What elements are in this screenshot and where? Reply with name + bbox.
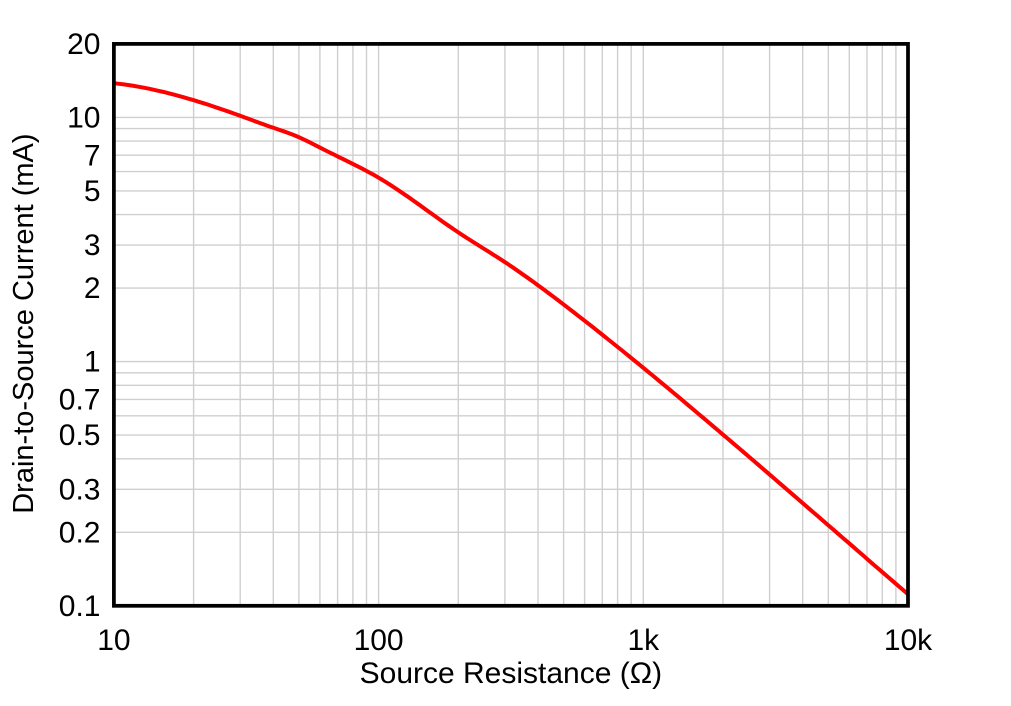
svg-text:0.3: 0.3 [59, 473, 101, 506]
svg-text:Drain-to-Source Current (mA): Drain-to-Source Current (mA) [8, 133, 40, 513]
svg-text:10k: 10k [884, 624, 933, 657]
svg-text:10: 10 [67, 102, 100, 135]
svg-text:100: 100 [354, 624, 404, 657]
svg-text:0.5: 0.5 [59, 419, 101, 452]
svg-text:Source Resistance (Ω): Source Resistance (Ω) [360, 657, 663, 690]
svg-text:1k: 1k [627, 624, 660, 657]
svg-text:2: 2 [84, 272, 101, 305]
svg-text:1: 1 [84, 346, 101, 379]
svg-text:7: 7 [84, 139, 101, 172]
svg-text:3: 3 [84, 229, 101, 262]
svg-text:0.2: 0.2 [59, 516, 101, 549]
svg-text:20: 20 [67, 28, 100, 61]
svg-text:5: 5 [84, 175, 101, 208]
svg-text:0.1: 0.1 [59, 590, 101, 623]
svg-text:0.7: 0.7 [59, 384, 101, 417]
svg-text:10: 10 [97, 624, 130, 657]
